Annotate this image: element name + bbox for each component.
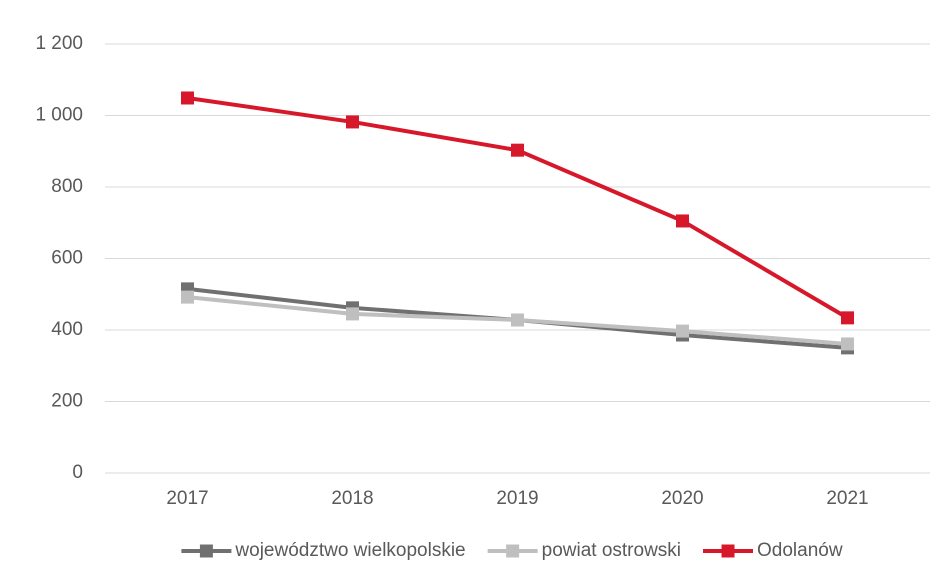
data-point bbox=[346, 307, 359, 321]
legend-marker bbox=[506, 544, 520, 558]
x-tick-label: 2018 bbox=[331, 488, 373, 509]
y-tick-label: 0 bbox=[72, 462, 83, 483]
data-point bbox=[181, 290, 194, 304]
y-tick-label: 600 bbox=[51, 248, 83, 269]
y-tick-label: 1 200 bbox=[35, 33, 83, 54]
x-tick-label: 2017 bbox=[166, 488, 208, 509]
data-point bbox=[676, 214, 689, 228]
data-point bbox=[511, 143, 524, 157]
series-line bbox=[187, 96, 849, 320]
legend-label: województwo wielkopolskie bbox=[234, 540, 465, 561]
y-tick-label: 200 bbox=[51, 391, 83, 412]
x-tick-label: 2019 bbox=[496, 488, 538, 509]
legend-label: powiat ostrowski bbox=[542, 540, 681, 561]
legend-marker bbox=[721, 544, 735, 558]
data-point bbox=[841, 311, 854, 325]
data-point bbox=[181, 91, 194, 105]
legend-marker bbox=[199, 544, 213, 558]
x-tick-label: 2020 bbox=[661, 488, 703, 509]
y-tick-label: 400 bbox=[51, 319, 83, 340]
data-point bbox=[346, 115, 359, 129]
data-point bbox=[676, 324, 689, 338]
y-tick-label: 1 000 bbox=[35, 105, 83, 126]
legend-label: Odolanów bbox=[757, 540, 843, 561]
x-tick-label: 2021 bbox=[826, 488, 868, 509]
data-point bbox=[511, 313, 524, 327]
y-tick-label: 800 bbox=[51, 176, 83, 197]
data-point bbox=[841, 337, 854, 351]
